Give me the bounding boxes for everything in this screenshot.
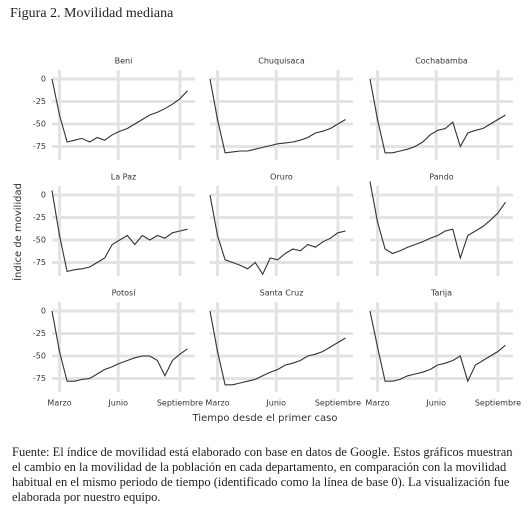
y-tick-label: -50 [33, 236, 46, 245]
x-tick-label: Septiembre [475, 399, 521, 408]
panel-title: Oruro [270, 173, 293, 182]
y-tick-label: -25 [33, 213, 46, 222]
line [369, 310, 506, 383]
y-tick-label: 0 [41, 75, 46, 84]
x-tick-label: Septiembre [157, 399, 203, 408]
line [209, 194, 346, 276]
chart: Figura 2. Movilidad mediana Tiempo desde… [10, 6, 521, 424]
panel-title: Pando [429, 173, 454, 182]
line [209, 78, 346, 154]
x-tick-label: Junio [425, 399, 446, 408]
x-axis-title: Tiempo desde el primer caso [192, 413, 338, 424]
y-tick-label: -75 [33, 374, 46, 383]
x-tick-label: Marzo [47, 399, 71, 408]
x-tick-label: Septiembre [315, 399, 361, 408]
y-tick-label: -75 [33, 142, 46, 151]
panel-title: Tarija [430, 289, 452, 298]
chart-title: Figura 2. Movilidad mediana [10, 6, 174, 21]
line [51, 190, 188, 273]
panel-title: Potosí [112, 289, 137, 298]
y-tick-label: -50 [33, 120, 46, 129]
y-tick-label: -75 [33, 258, 46, 267]
panel-title: Chuquisaca [258, 57, 305, 66]
line [51, 310, 188, 382]
y-tick-label: -50 [33, 352, 46, 361]
y-tick-label: -25 [33, 97, 46, 106]
y-tick-label: 0 [41, 191, 46, 200]
x-tick-label: Marzo [365, 399, 389, 408]
y-axis-title: Índice de movilidad [11, 183, 24, 281]
x-tick-label: Junio [107, 399, 128, 408]
panel-title: Beni [115, 57, 133, 66]
line [369, 78, 506, 154]
panel-title: Cochabamba [415, 57, 468, 66]
line [51, 78, 188, 143]
y-tick-label: -25 [33, 329, 46, 338]
x-tick-label: Junio [265, 399, 286, 408]
panel-title: La Paz [111, 173, 136, 182]
panel-title: Santa Cruz [260, 289, 304, 298]
y-tick-label: 0 [41, 307, 46, 316]
x-tick-label: Marzo [205, 399, 229, 408]
caption: Fuente: El índice de movilidad está elab… [12, 445, 513, 504]
line [369, 181, 506, 260]
line [209, 310, 346, 386]
